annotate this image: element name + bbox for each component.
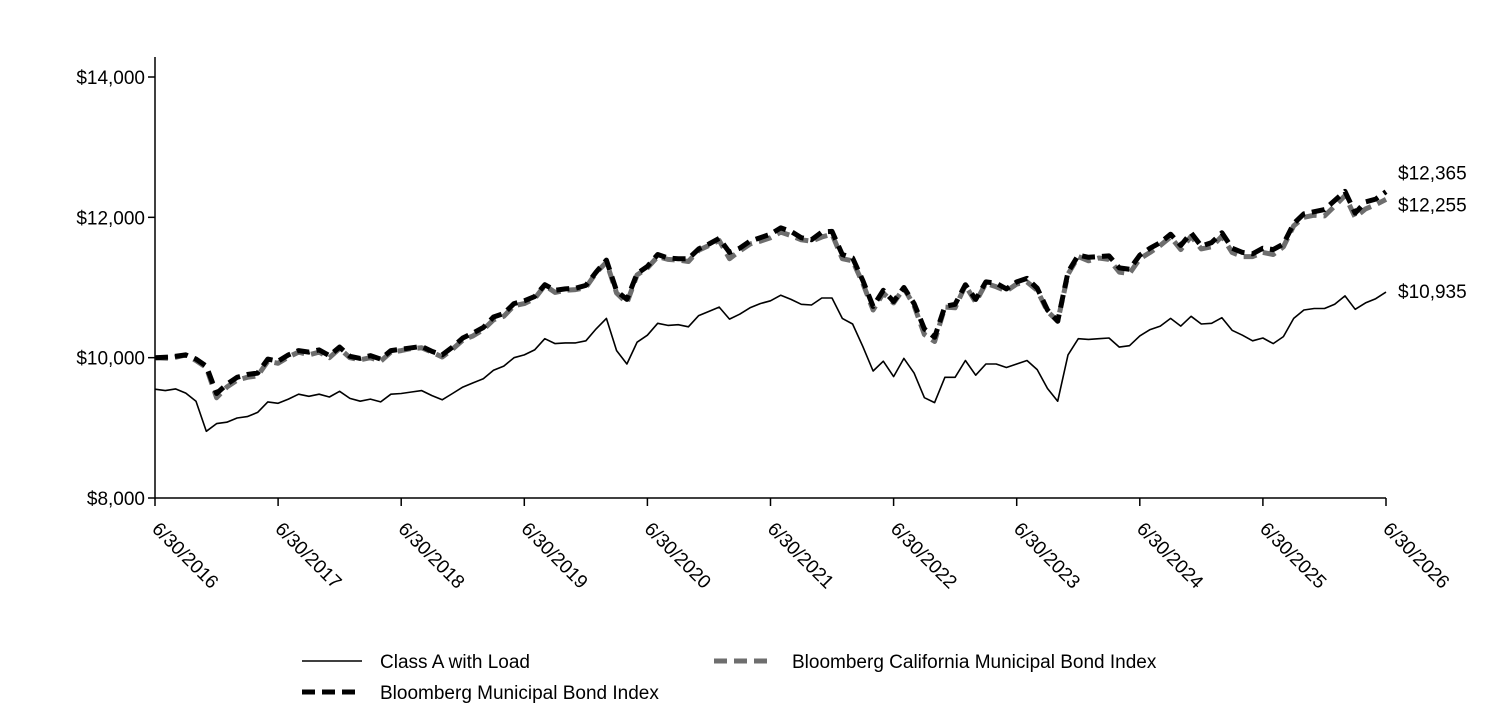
x-tick-label: 6/30/2023 xyxy=(1009,519,1084,594)
series-line-0 xyxy=(154,291,1387,433)
series-line-1 xyxy=(154,188,1388,396)
end-value-labels: $10,935 $12,365 $12,255 xyxy=(1398,164,1467,303)
y-tick-label: $14,000 xyxy=(76,68,145,89)
end-value-label: $12,365 xyxy=(1398,164,1467,185)
legend: Class A with Load Bloomberg California Mu… xyxy=(302,652,1157,704)
y-tick-label: $8,000 xyxy=(87,489,145,510)
y-tick-label: $10,000 xyxy=(76,349,145,370)
x-tick-label: 6/30/2019 xyxy=(517,519,592,594)
x-tick-label: 6/30/2018 xyxy=(394,519,469,594)
x-tick-label: 6/30/2021 xyxy=(763,519,838,594)
series-lines xyxy=(154,188,1388,433)
x-tick-label: 6/30/2026 xyxy=(1378,519,1453,594)
end-value-label: $10,935 xyxy=(1398,282,1467,303)
x-tick-label: 6/30/2024 xyxy=(1132,519,1207,594)
x-tick-label: 6/30/2025 xyxy=(1255,519,1330,594)
x-tick-label: 6/30/2016 xyxy=(147,519,222,594)
x-tick-label: 6/30/2020 xyxy=(640,519,715,594)
x-tick-label: 6/30/2017 xyxy=(271,519,346,594)
series-line-2 xyxy=(154,193,1388,401)
legend-label: Bloomberg California Municipal Bond Inde… xyxy=(792,652,1157,673)
legend-label: Class A with Load xyxy=(380,652,530,673)
x-tick-label: 6/30/2022 xyxy=(886,519,961,594)
y-tick-label: $12,000 xyxy=(76,208,145,229)
axes: $8,000 $10,000 $12,000 $14,000 6/30/2016 6/30… xyxy=(76,57,1453,594)
end-value-label: $12,255 xyxy=(1398,195,1467,216)
legend-label: Bloomberg Municipal Bond Index xyxy=(380,683,659,704)
